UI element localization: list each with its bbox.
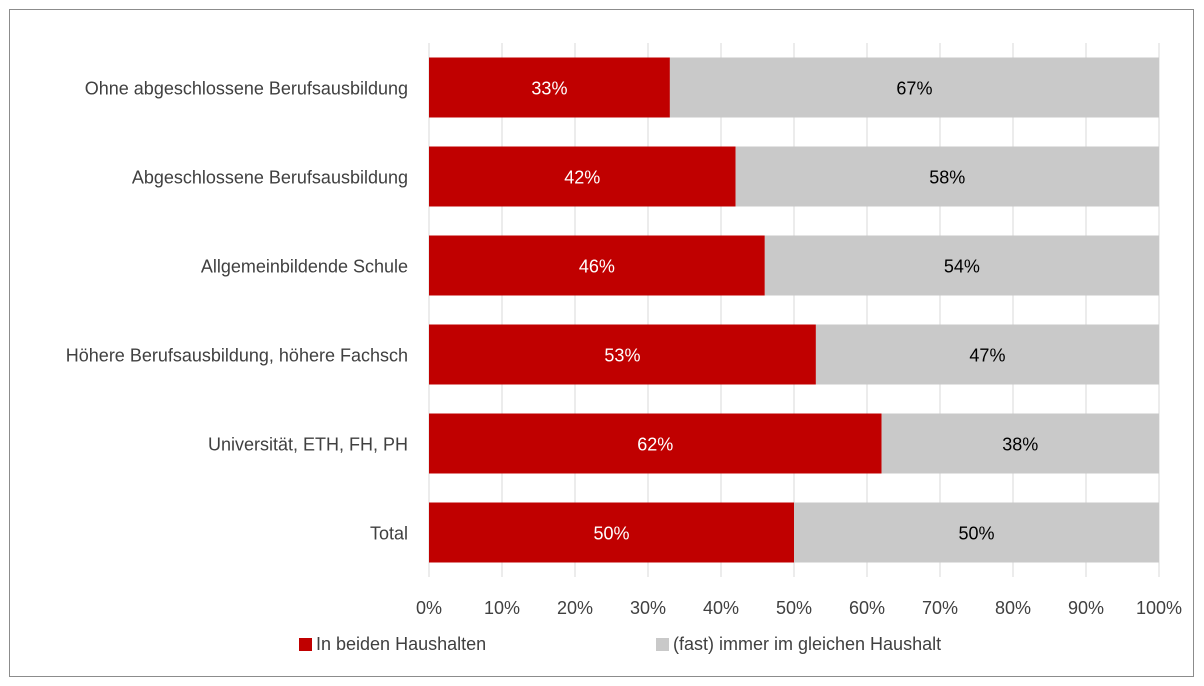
gridlines — [428, 43, 1160, 577]
bar-segment — [429, 502, 794, 563]
x-tick-label: 40% — [703, 598, 739, 618]
legend-label: In beiden Haushalten — [316, 634, 486, 654]
x-tick-label: 10% — [484, 598, 520, 618]
x-tick-label: 30% — [630, 598, 666, 618]
bar-segment — [429, 235, 765, 296]
data-label: 33% — [531, 79, 567, 99]
bar-segment — [669, 57, 1159, 118]
data-label: 53% — [604, 346, 640, 366]
x-tick-label: 0% — [416, 598, 442, 618]
category-label: Abgeschlossene Berufsausbildung — [132, 168, 408, 188]
data-label: 42% — [564, 168, 600, 188]
bars: 33% 67% 42% 58% 46% 54% 53% 47% 62% 38% 50% 50% — [429, 57, 1159, 563]
x-tick-label: 60% — [849, 598, 885, 618]
bar-segment — [881, 413, 1159, 474]
category-label: Ohne abgeschlossene Berufsausbildung — [85, 79, 408, 99]
x-tick-label: 70% — [922, 598, 958, 618]
data-label: 46% — [579, 257, 615, 277]
x-tick-label: 80% — [995, 598, 1031, 618]
data-label: 50% — [958, 524, 994, 544]
x-tick-label: 20% — [557, 598, 593, 618]
category-label: Universität, ETH, FH, PH — [208, 435, 408, 455]
data-label: 38% — [1002, 435, 1038, 455]
data-label: 62% — [637, 435, 673, 455]
legend-label: (fast) immer im gleichen Haushalt — [673, 634, 941, 654]
bar-segment — [764, 235, 1159, 296]
bar-segment — [429, 413, 882, 474]
legend: In beiden Haushalten (fast) immer im glei… — [299, 634, 941, 654]
bar-segment — [735, 146, 1159, 207]
bar-segment — [794, 502, 1159, 563]
x-tick-label: 50% — [776, 598, 812, 618]
data-label: 50% — [593, 524, 629, 544]
x-tick-label: 90% — [1068, 598, 1104, 618]
category-labels: Ohne abgeschlossene Berufsausbildung Abge… — [66, 79, 408, 544]
bar-segment — [429, 146, 736, 207]
chart-area: 33% 67% 42% 58% 46% 54% 53% 47% 62% 38% 50% 50% Ohn… — [9, 9, 1194, 677]
legend-swatch — [299, 638, 312, 651]
category-label: Total — [370, 524, 408, 544]
data-label: 47% — [969, 346, 1005, 366]
data-label: 54% — [944, 257, 980, 277]
bar-segment — [429, 324, 816, 385]
data-label: 58% — [929, 168, 965, 188]
category-label: Allgemeinbildende Schule — [201, 257, 408, 277]
data-label: 67% — [896, 79, 932, 99]
x-tick-labels: 0% 10% 20% 30% 40% 50% 60% 70% 80% 90% 100% — [416, 598, 1182, 618]
category-label: Höhere Berufsausbildung, höhere Fachsch — [66, 346, 408, 366]
bar-segment — [429, 57, 670, 118]
legend-swatch — [656, 638, 669, 651]
x-tick-label: 100% — [1136, 598, 1182, 618]
stacked-bar-chart: 33% 67% 42% 58% 46% 54% 53% 47% 62% 38% 50% 50% Ohn… — [66, 43, 1182, 654]
bar-segment — [815, 324, 1159, 385]
